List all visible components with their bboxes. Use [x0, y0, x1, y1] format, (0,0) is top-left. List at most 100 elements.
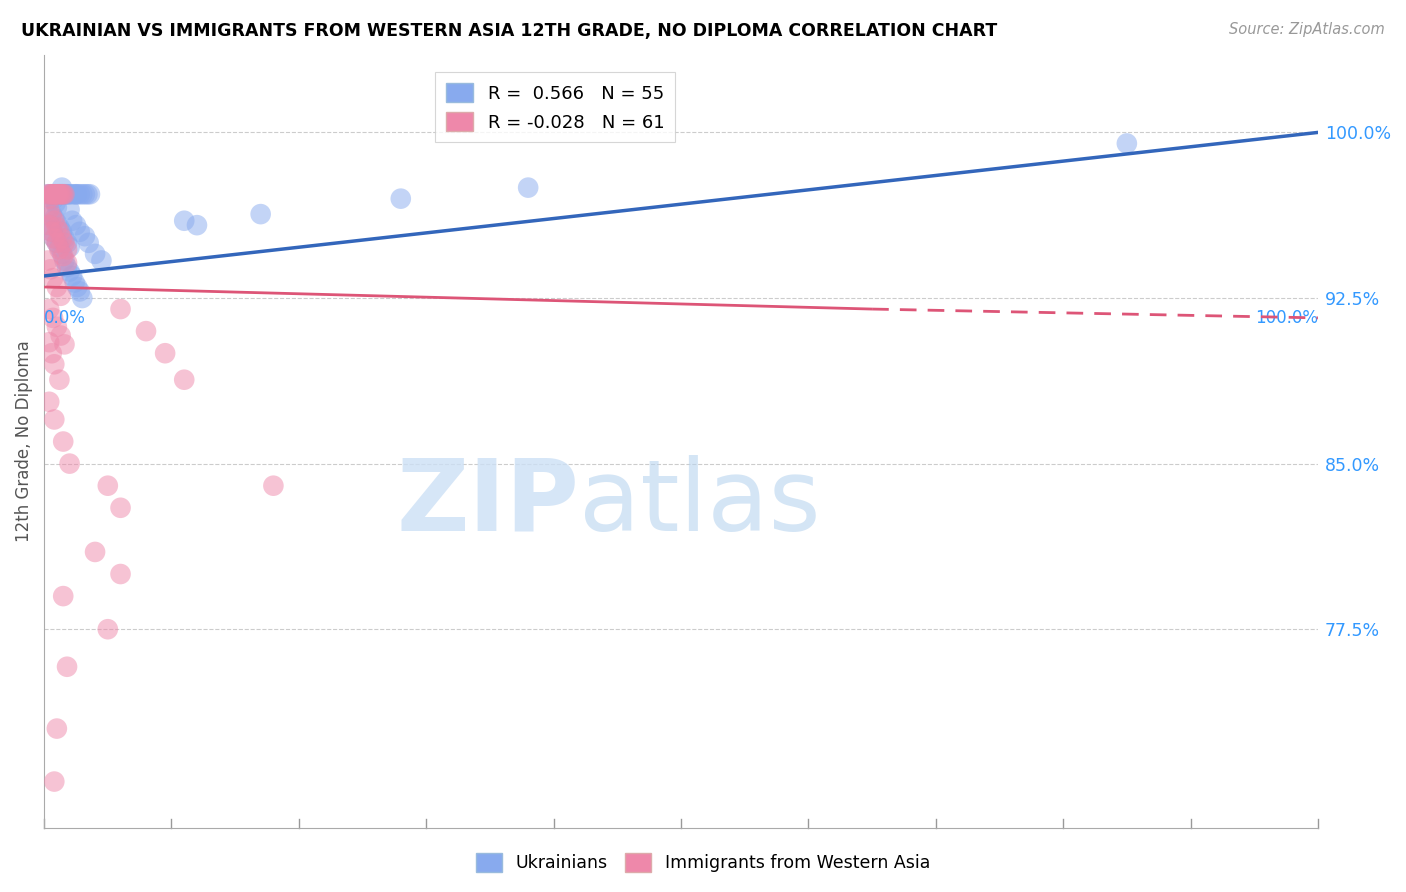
- Point: [38, 218, 60, 232]
- Point: [110, 500, 132, 515]
- Point: [48, 243, 70, 257]
- Point: [135, 324, 157, 338]
- Point: [110, 301, 132, 316]
- Point: [42, 187, 65, 202]
- Point: [51, 225, 73, 239]
- Point: [56, 260, 79, 274]
- Point: [56, 243, 79, 257]
- Point: [60, 213, 83, 227]
- Point: [44, 231, 66, 245]
- Point: [58, 187, 80, 202]
- Point: [39, 262, 62, 277]
- Point: [42, 187, 65, 202]
- Point: [51, 180, 73, 194]
- Point: [60, 187, 83, 202]
- Legend: Ukrainians, Immigrants from Western Asia: Ukrainians, Immigrants from Western Asia: [468, 846, 938, 879]
- Point: [52, 434, 75, 449]
- Point: [38, 202, 60, 217]
- Point: [53, 337, 76, 351]
- Point: [53, 187, 76, 202]
- Point: [77, 235, 100, 250]
- Point: [45, 187, 67, 202]
- Point: [39, 187, 62, 202]
- Point: [79, 187, 101, 202]
- Point: [69, 225, 91, 239]
- Point: [66, 280, 89, 294]
- Point: [48, 220, 70, 235]
- Text: atlas: atlas: [579, 455, 821, 552]
- Point: [45, 722, 67, 736]
- Point: [53, 187, 76, 202]
- Point: [65, 187, 87, 202]
- Point: [49, 187, 72, 202]
- Text: ZIP: ZIP: [396, 455, 579, 552]
- Point: [41, 210, 63, 224]
- Point: [44, 192, 66, 206]
- Y-axis label: 12th Grade, No Diploma: 12th Grade, No Diploma: [15, 341, 32, 542]
- Text: 0.0%: 0.0%: [44, 310, 86, 327]
- Point: [53, 235, 76, 250]
- Point: [72, 187, 94, 202]
- Point: [44, 357, 66, 371]
- Point: [186, 218, 208, 232]
- Point: [153, 346, 176, 360]
- Point: [48, 225, 70, 239]
- Point: [56, 255, 79, 269]
- Point: [39, 187, 62, 202]
- Point: [46, 187, 69, 202]
- Text: UKRAINIAN VS IMMIGRANTS FROM WESTERN ASIA 12TH GRADE, NO DIPLOMA CORRELATION CHA: UKRAINIAN VS IMMIGRANTS FROM WESTERN ASI…: [21, 22, 997, 40]
- Point: [249, 207, 271, 221]
- Point: [38, 394, 60, 409]
- Point: [51, 231, 73, 245]
- Point: [42, 271, 65, 285]
- Point: [66, 187, 89, 202]
- Point: [63, 187, 86, 202]
- Point: [38, 192, 60, 206]
- Point: [48, 373, 70, 387]
- Point: [44, 412, 66, 426]
- Point: [45, 201, 67, 215]
- Point: [41, 187, 63, 202]
- Point: [73, 229, 96, 244]
- Point: [69, 285, 91, 299]
- Point: [58, 202, 80, 217]
- Point: [45, 235, 67, 250]
- Point: [69, 187, 91, 202]
- Point: [45, 187, 67, 202]
- Point: [45, 216, 67, 230]
- Point: [53, 253, 76, 268]
- Point: [38, 301, 60, 316]
- Point: [44, 213, 66, 227]
- Point: [49, 187, 72, 202]
- Point: [56, 235, 79, 250]
- Point: [45, 220, 67, 235]
- Point: [60, 268, 83, 283]
- Point: [41, 346, 63, 360]
- Point: [48, 187, 70, 202]
- Point: [517, 180, 540, 194]
- Point: [52, 187, 75, 202]
- Point: [52, 589, 75, 603]
- Point: [45, 280, 67, 294]
- Point: [76, 187, 98, 202]
- Point: [48, 187, 70, 202]
- Point: [51, 187, 73, 202]
- Point: [173, 373, 195, 387]
- Point: [97, 622, 120, 636]
- Point: [41, 192, 63, 206]
- Point: [51, 187, 73, 202]
- Point: [53, 231, 76, 245]
- Point: [56, 187, 79, 202]
- Point: [44, 211, 66, 226]
- Point: [49, 289, 72, 303]
- Point: [49, 328, 72, 343]
- Point: [56, 659, 79, 673]
- Point: [42, 310, 65, 325]
- Point: [58, 240, 80, 254]
- Text: Source: ZipAtlas.com: Source: ZipAtlas.com: [1229, 22, 1385, 37]
- Point: [38, 335, 60, 350]
- Point: [45, 235, 67, 250]
- Point: [45, 319, 67, 334]
- Point: [41, 225, 63, 239]
- Point: [58, 264, 80, 278]
